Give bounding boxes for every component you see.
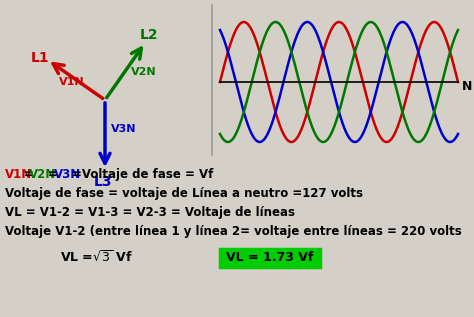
Text: V2N: V2N (29, 168, 57, 181)
FancyBboxPatch shape (220, 249, 320, 267)
Text: V1N: V1N (5, 168, 32, 181)
Text: L3: L3 (94, 175, 112, 189)
Text: VL = V1-2 = V1-3 = V2-3 = Voltaje de líneas: VL = V1-2 = V1-3 = V2-3 = Voltaje de lín… (5, 206, 295, 219)
Text: L2: L2 (140, 28, 158, 42)
Text: V3N: V3N (54, 168, 81, 181)
Text: V1N: V1N (59, 77, 85, 87)
Text: V3N: V3N (111, 124, 137, 134)
Text: VL =$\sqrt{3}$ Vf: VL =$\sqrt{3}$ Vf (60, 250, 133, 265)
Text: V2N: V2N (131, 67, 156, 77)
Text: =: = (48, 168, 57, 181)
Text: L1: L1 (30, 51, 49, 65)
Text: =Voltaje de fase = Vf: =Voltaje de fase = Vf (72, 168, 213, 181)
Text: Voltaje V1-2 (entre línea 1 y línea 2= voltaje entre líneas = 220 volts: Voltaje V1-2 (entre línea 1 y línea 2= v… (5, 225, 462, 238)
Text: =: = (23, 168, 33, 181)
Text: Voltaje de fase = voltaje de Línea a neutro =127 volts: Voltaje de fase = voltaje de Línea a neu… (5, 187, 363, 200)
Text: VL = 1.73 Vf: VL = 1.73 Vf (226, 251, 314, 264)
Text: N: N (462, 80, 473, 93)
